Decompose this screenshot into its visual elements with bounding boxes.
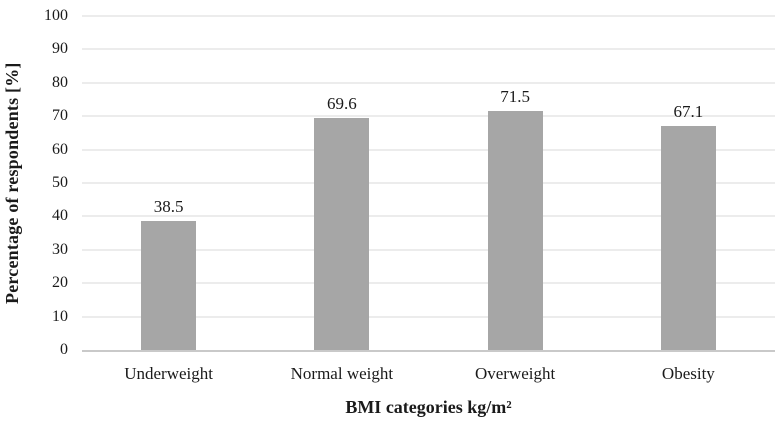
x-category-label: Normal weight xyxy=(290,364,394,383)
bar-value-label: 38.5 xyxy=(153,197,184,217)
bar-column: 38.5 xyxy=(82,16,255,350)
y-tick-label: 10 xyxy=(52,307,68,325)
y-tick-label: 40 xyxy=(52,207,68,225)
gridline xyxy=(82,82,775,84)
x-category-label: Underweight xyxy=(124,364,213,383)
gridline xyxy=(82,249,775,251)
bar-column: 69.6 xyxy=(255,16,428,350)
x-axis-title: BMI categories kg/m² xyxy=(345,397,512,417)
bar-value-label: 69.6 xyxy=(327,93,357,113)
bar: 67.1 xyxy=(660,103,716,350)
y-tick-label: 100 xyxy=(44,7,68,24)
gridline xyxy=(82,15,775,17)
y-tick-label: 30 xyxy=(52,240,68,258)
gridline xyxy=(82,215,775,217)
gridline xyxy=(82,182,775,184)
y-tick-label: 0 xyxy=(60,341,68,358)
x-axis-labels: Underweight Normal weight Overweight Obesit… xyxy=(82,364,775,388)
bar-column: 67.1 xyxy=(602,16,775,350)
gridline xyxy=(82,115,775,117)
plot-area: 0 10 20 30 40 50 60 70 80 90 100 38.5 69.6 71.5 67.1 xyxy=(44,8,775,358)
bar-value-label: 71.5 xyxy=(500,87,530,107)
gridline xyxy=(82,149,775,151)
y-tick-label: 90 xyxy=(52,40,68,58)
y-tick-label: 20 xyxy=(52,274,68,292)
y-tick-label: 60 xyxy=(52,140,68,158)
x-category-label: Overweight xyxy=(474,364,556,383)
y-tick-label: 50 xyxy=(52,174,68,191)
gridline xyxy=(82,316,775,318)
y-tick-label: 80 xyxy=(52,73,68,91)
y-tick-label: 70 xyxy=(52,107,68,125)
bar: 71.5 xyxy=(487,88,543,350)
bar: 38.5 xyxy=(141,198,197,350)
bar-column: 71.5 xyxy=(429,16,602,350)
x-category-label: Obesity xyxy=(661,364,715,383)
gridline xyxy=(82,282,775,284)
bar-value-label: 67.1 xyxy=(673,101,704,121)
gridline xyxy=(82,48,775,50)
bar: 69.6 xyxy=(314,95,370,350)
